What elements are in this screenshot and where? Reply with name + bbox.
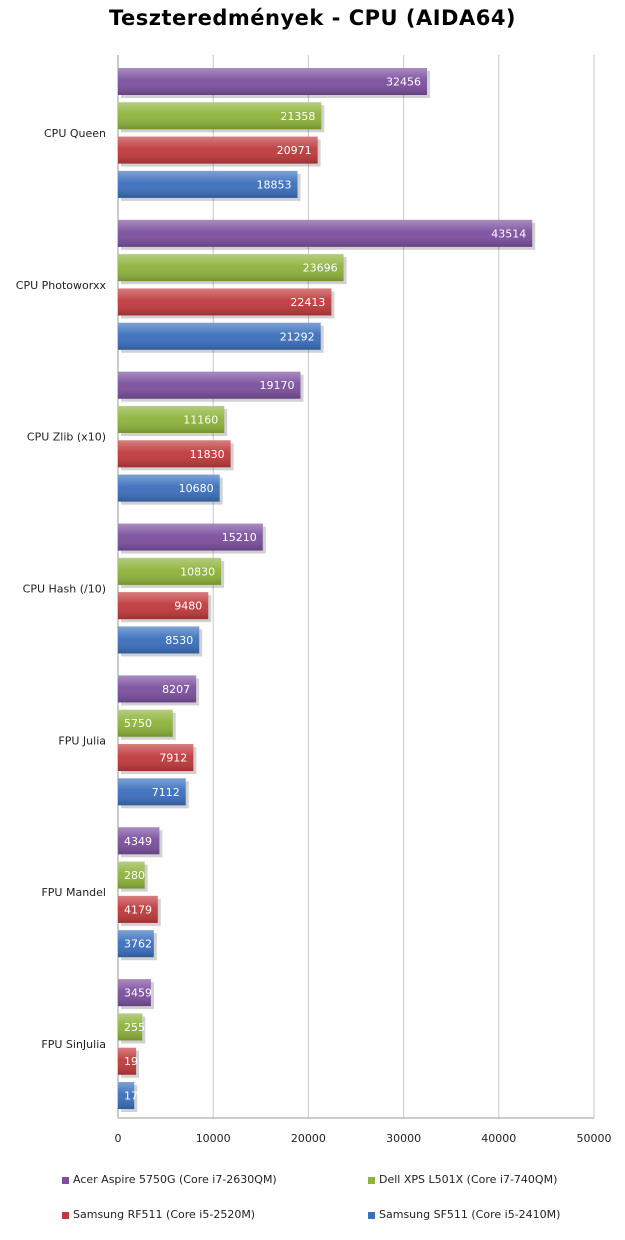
data-label: 32456: [386, 76, 421, 89]
labels: 0 10000 20000 30000 40000 50000 CPU Queen 32456…: [16, 76, 612, 1146]
x-tick-label: 20000: [291, 1132, 326, 1145]
category-label: CPU Queen: [44, 127, 106, 140]
bar-highlight: [118, 68, 427, 95]
x-tick-label: 50000: [577, 1132, 612, 1145]
bar-highlight: [118, 778, 186, 806]
legend-item: Acer Aspire 5750G (Core i7-2630QM): [62, 1173, 277, 1186]
data-label: 255: [124, 1021, 145, 1034]
data-label: 11830: [190, 448, 225, 461]
bar-highlight: [118, 136, 318, 164]
category-label: CPU Hash (/10): [23, 583, 106, 596]
bar-highlight: [118, 557, 222, 585]
data-label: 17: [124, 1090, 138, 1103]
bar-highlight: [118, 254, 344, 282]
legend-swatch: [62, 1176, 69, 1184]
legend-item: Samsung SF511 (Core i5-2410M): [368, 1208, 560, 1221]
data-label: 7112: [152, 786, 180, 799]
chart-title: Teszteredmények - CPU (AIDA64): [108, 6, 517, 30]
bar-highlight: [118, 371, 301, 399]
bar-highlight: [118, 861, 145, 889]
bar-highlight: [118, 219, 533, 247]
bar-highlight: [118, 440, 231, 468]
data-label: 23696: [303, 262, 338, 275]
category-label: CPU Zlib (x10): [27, 431, 106, 444]
legend-label: Dell XPS L501X (Core i7-740QM): [379, 1173, 558, 1186]
data-label: 3762: [124, 938, 152, 951]
category-label: FPU Mandel: [41, 886, 106, 899]
data-label: 8530: [165, 634, 193, 647]
data-label: 15210: [222, 531, 257, 544]
data-label: 10830: [180, 565, 215, 578]
bar-highlight: [118, 930, 154, 958]
x-tick-label: 0: [115, 1132, 122, 1145]
legend-item: Samsung RF511 (Core i5-2520M): [62, 1208, 255, 1221]
data-label: 18853: [256, 178, 291, 191]
bar-highlight: [118, 1013, 143, 1041]
category-label: FPU Julia: [58, 734, 106, 747]
bar-highlight: [118, 1082, 135, 1110]
bar-highlight: [118, 827, 160, 855]
bar-highlight: [118, 626, 200, 654]
data-label: 11160: [183, 414, 218, 427]
data-label: 3459: [124, 987, 152, 1000]
data-label: 20971: [277, 144, 312, 157]
legend-swatch: [368, 1211, 375, 1219]
data-label: 21358: [280, 110, 315, 123]
bar-highlight: [118, 895, 158, 923]
x-tick-label: 40000: [481, 1132, 516, 1145]
data-label: 9480: [174, 600, 202, 613]
legend-label: Samsung SF511 (Core i5-2410M): [379, 1208, 561, 1221]
data-label: 7912: [159, 752, 187, 765]
data-label: 4179: [124, 903, 152, 916]
bars: [118, 68, 536, 1113]
legend-label: Acer Aspire 5750G (Core i7-2630QM): [73, 1173, 277, 1186]
data-label: 22413: [290, 296, 325, 309]
bar-highlight: [118, 523, 263, 551]
bar-highlight: [118, 322, 321, 350]
data-label: 21292: [280, 330, 315, 343]
x-tick-label: 10000: [196, 1132, 231, 1145]
data-label: 280: [124, 869, 145, 882]
bar-highlight: [118, 592, 209, 620]
bar-highlight: [118, 675, 197, 703]
data-label: 19: [124, 1055, 138, 1068]
legend-item: Dell XPS L501X (Core i7-740QM): [368, 1173, 557, 1186]
legend-label: Samsung RF511 (Core i5-2520M): [73, 1208, 256, 1221]
data-label: 4349: [124, 835, 152, 848]
data-label: 43514: [491, 227, 526, 240]
bar-highlight: [118, 474, 220, 502]
data-label: 8207: [162, 683, 190, 696]
bar-highlight: [118, 288, 332, 316]
data-label: 5750: [124, 717, 152, 730]
bar-highlight: [118, 979, 151, 1007]
bar-highlight: [118, 744, 194, 772]
bar-highlight: [118, 1047, 137, 1075]
bar-highlight: [118, 709, 173, 737]
category-label: CPU Photoworxx: [16, 279, 107, 292]
legend-swatch: [62, 1211, 69, 1219]
bar-highlight: [118, 170, 298, 198]
bar-highlight: [118, 102, 322, 130]
bar-highlight: [118, 406, 225, 434]
data-label: 19170: [259, 379, 294, 392]
legend-swatch: [368, 1176, 375, 1184]
data-label: 10680: [179, 482, 214, 495]
category-label: FPU SinJulia: [41, 1038, 106, 1051]
x-tick-label: 30000: [386, 1132, 421, 1145]
